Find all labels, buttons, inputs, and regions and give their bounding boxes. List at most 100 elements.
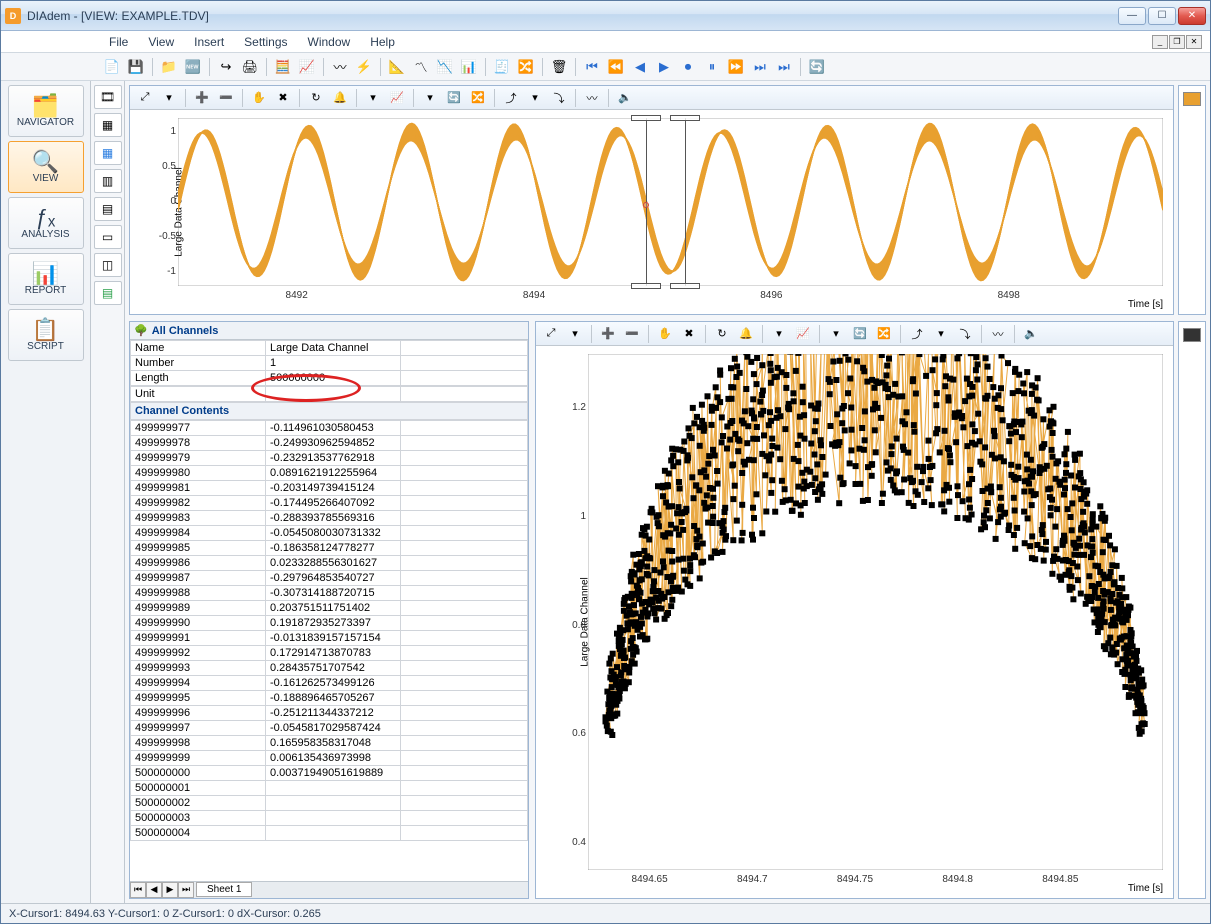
panel-btn-4[interactable]: ✋ [654,323,676,345]
panel-btn-5[interactable]: ✖ [272,87,294,109]
toolbar-btn-22[interactable]: ⏸ [701,56,723,78]
menu-help[interactable]: Help [362,33,403,51]
tree-icon[interactable]: 🌳 [134,324,148,337]
toolbar-btn-26[interactable]: 🔄 [806,56,828,78]
toolbar-btn-16[interactable]: 🗑 [548,56,570,78]
toolbar-btn-3[interactable]: 🆕 [182,56,204,78]
panel-btn-16[interactable]: 〰 [987,323,1009,345]
toolbar-btn-4[interactable]: ↪ [215,56,237,78]
panel-btn-12[interactable]: 🔀 [467,87,489,109]
panel-btn-11[interactable]: 🔄 [443,87,465,109]
panel-btn-6[interactable]: ↻ [305,87,327,109]
meta-value[interactable]: 500000000 [266,371,401,386]
panel-btn-0[interactable]: ⤢ [134,87,156,109]
maximize-button[interactable]: ☐ [1148,7,1176,25]
panel-btn-10[interactable]: ▾ [419,87,441,109]
layout-grid2-icon[interactable]: ▦ [94,141,122,165]
toolbar-btn-8[interactable]: 〰 [329,56,351,78]
table-row[interactable]: 500000001 [131,781,528,796]
panel-btn-2[interactable]: ➕ [191,87,213,109]
panel-btn-7[interactable]: 🔔 [329,87,351,109]
layout-list-icon[interactable]: ▤ [94,281,122,305]
panel-btn-16[interactable]: 〰 [581,87,603,109]
toolbar-btn-18[interactable]: ⏪ [605,56,627,78]
panel-btn-3[interactable]: ➖ [621,323,643,345]
nav-view[interactable]: 🔍VIEW [8,141,84,193]
table-row[interactable]: 4999999800.0891621912255964 [131,466,528,481]
sheet-last-icon[interactable]: ⏭ [178,882,194,898]
nav-analysis[interactable]: ƒₓANALYSIS [8,197,84,249]
table-row[interactable]: 4999999980.165958358317048 [131,736,528,751]
table-row[interactable]: 499999991-0.0131839157157154 [131,631,528,646]
panel-btn-9[interactable]: 📈 [386,87,408,109]
table-row[interactable]: 499999977-0.114961030580453 [131,421,528,436]
toolbar-btn-12[interactable]: 📉 [434,56,456,78]
toolbar-btn-11[interactable]: 〽 [410,56,432,78]
close-button[interactable]: ✕ [1178,7,1206,25]
table-row[interactable]: 499999979-0.232913537762918 [131,451,528,466]
panel-btn-13[interactable]: ⤴ [906,323,928,345]
table-row[interactable]: 499999994-0.161262573499126 [131,676,528,691]
table-row[interactable]: 4999999990.006135436973998 [131,751,528,766]
toolbar-btn-10[interactable]: 📐 [386,56,408,78]
panel-btn-14[interactable]: ▾ [524,87,546,109]
layout-split-icon[interactable]: ◫ [94,253,122,277]
overview-thumb[interactable] [1183,92,1201,106]
table-row[interactable]: 499999981-0.203149739415124 [131,481,528,496]
panel-btn-15[interactable]: ⤵ [548,87,570,109]
layout-film-icon[interactable]: 🎞 [94,85,122,109]
panel-btn-11[interactable]: 🔄 [849,323,871,345]
panel-btn-2[interactable]: ➕ [597,323,619,345]
toolbar-btn-23[interactable]: ⏩ [725,56,747,78]
table-row[interactable]: 499999988-0.307314188720715 [131,586,528,601]
toolbar-btn-13[interactable]: 📊 [458,56,480,78]
panel-btn-17[interactable]: 🔈 [1020,323,1042,345]
panel-btn-17[interactable]: 🔈 [614,87,636,109]
toolbar-btn-6[interactable]: 🧮 [272,56,294,78]
panel-btn-10[interactable]: ▾ [825,323,847,345]
toolbar-btn-21[interactable]: ⏺ [677,56,699,78]
toolbar-btn-0[interactable]: 📄 [101,56,123,78]
panel-btn-1[interactable]: ▾ [564,323,586,345]
panel-btn-12[interactable]: 🔀 [873,323,895,345]
menu-view[interactable]: View [140,33,182,51]
table-row[interactable]: 4999999930.28435751707542 [131,661,528,676]
layout-single-icon[interactable]: ▭ [94,225,122,249]
panel-btn-7[interactable]: 🔔 [735,323,757,345]
toolbar-btn-17[interactable]: ⏮ [581,56,603,78]
toolbar-btn-25[interactable]: ⏭ [773,56,795,78]
table-row[interactable]: 499999982-0.174495266407092 [131,496,528,511]
menu-file[interactable]: File [101,33,136,51]
sheet-prev-icon[interactable]: ◀ [146,882,162,898]
toolbar-btn-2[interactable]: 📁 [158,56,180,78]
table-row[interactable]: 499999983-0.288393785569316 [131,511,528,526]
toolbar-btn-9[interactable]: ⚡ [353,56,375,78]
titlebar[interactable]: D DIAdem - [VIEW: EXAMPLE.TDV] — ☐ ✕ [1,1,1210,31]
table-row[interactable]: 5000000000.00371949051619889 [131,766,528,781]
toolbar-btn-5[interactable]: 🖨 [239,56,261,78]
toolbar-btn-15[interactable]: 🔀 [515,56,537,78]
toolbar-btn-20[interactable]: ▶ [653,56,675,78]
nav-script[interactable]: 📋SCRIPT [8,309,84,361]
minimize-button[interactable]: — [1118,7,1146,25]
panel-btn-0[interactable]: ⤢ [540,323,562,345]
panel-btn-5[interactable]: ✖ [678,323,700,345]
panel-btn-6[interactable]: ↻ [711,323,733,345]
panel-btn-9[interactable]: 📈 [792,323,814,345]
table-scroll[interactable]: 🌳 All Channels NameLarge Data ChannelNum… [130,322,528,881]
table-row[interactable]: 4999999900.191872935273397 [131,616,528,631]
table-row[interactable]: 500000004 [131,826,528,841]
panel-btn-3[interactable]: ➖ [215,87,237,109]
table-row[interactable]: 499999978-0.249930962594852 [131,436,528,451]
panel-btn-15[interactable]: ⤵ [954,323,976,345]
table-row[interactable]: 500000002 [131,796,528,811]
meta-value[interactable]: 1 [266,356,401,371]
nav-report[interactable]: 📊REPORT [8,253,84,305]
toolbar-btn-1[interactable]: 💾 [125,56,147,78]
mdi-close[interactable]: ✕ [1186,35,1202,49]
toolbar-btn-19[interactable]: ◀ [629,56,651,78]
mdi-restore[interactable]: ❐ [1169,35,1185,49]
scatter-body[interactable]: Large Data Channel Time [s] 0.40.60.811.… [536,346,1173,898]
toolbar-btn-14[interactable]: 🧾 [491,56,513,78]
table-row[interactable]: 4999999890.203751511751402 [131,601,528,616]
